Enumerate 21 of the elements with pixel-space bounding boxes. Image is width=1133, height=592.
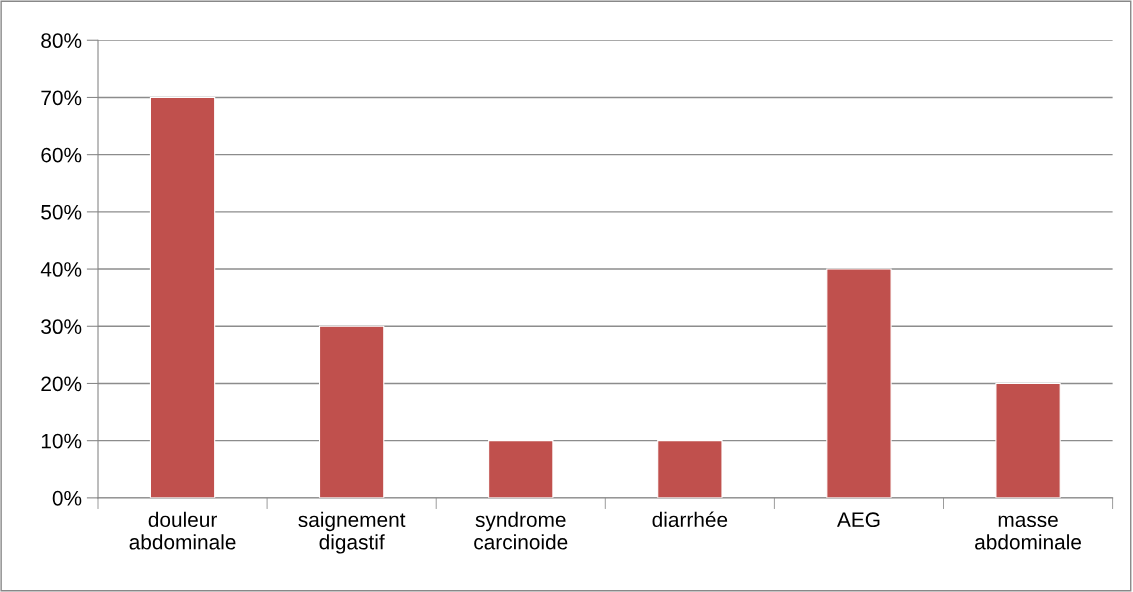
x-tick-label: AEG (837, 512, 880, 528)
y-tick-label: 50% (41, 204, 82, 220)
x-tick-label: masse abdominale (975, 515, 1081, 550)
y-tick-label: 10% (41, 433, 82, 449)
y-tick-label: 30% (41, 319, 82, 335)
x-tick-label: syndrome carcinoide (474, 511, 568, 550)
bar (657, 440, 723, 498)
y-tick-label: 40% (40, 262, 82, 277)
bar (826, 268, 892, 498)
y-tick-label: 80% (41, 33, 82, 49)
x-tick-label: saignement digastif (298, 511, 406, 554)
bar (488, 440, 554, 498)
x-tick-label: douleur abdominale (129, 511, 236, 550)
y-tick-label: 20% (41, 376, 82, 392)
y-tick-label: 70% (41, 90, 82, 106)
bar (149, 96, 216, 498)
y-tick-label: 60% (41, 147, 82, 163)
bar (318, 325, 385, 498)
bar (995, 382, 1061, 498)
x-tick-label: diarrhée (652, 511, 728, 528)
y-tick-label: 0% (52, 490, 82, 506)
